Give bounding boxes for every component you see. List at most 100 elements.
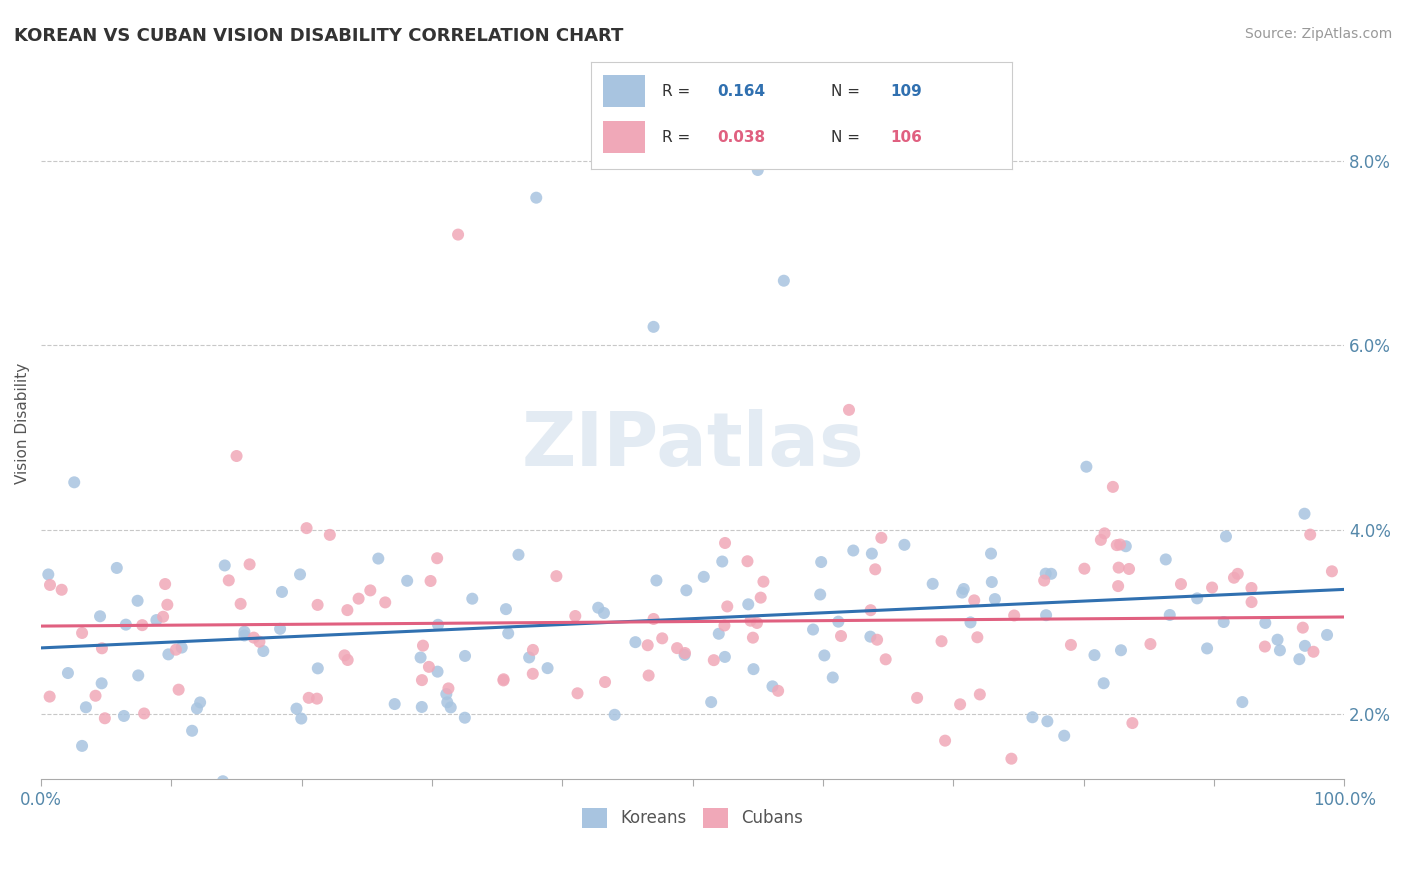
- Point: [1083, 779, 1105, 793]
- Point: [1212, 615, 1234, 629]
- Point: [454, 648, 477, 663]
- Point: [56, 666, 79, 681]
- Point: [249, 634, 271, 648]
- Point: [700, 695, 723, 709]
- Point: [1302, 645, 1324, 659]
- Y-axis label: Vision Disability: Vision Disability: [15, 363, 30, 484]
- Point: [1033, 574, 1056, 588]
- Point: [1002, 608, 1025, 623]
- Point: [536, 661, 558, 675]
- Point: [1267, 632, 1289, 647]
- Point: [1035, 608, 1057, 623]
- Point: [749, 591, 772, 605]
- Point: [212, 774, 235, 789]
- Point: [1040, 566, 1063, 581]
- Point: [411, 673, 433, 687]
- Point: [336, 603, 359, 617]
- Point: [742, 631, 765, 645]
- Point: [70, 626, 93, 640]
- Point: [1139, 637, 1161, 651]
- Point: [766, 683, 789, 698]
- Point: [307, 598, 329, 612]
- Point: [1240, 595, 1263, 609]
- Legend: Koreans, Cubans: Koreans, Cubans: [575, 801, 810, 835]
- Point: [105, 561, 128, 575]
- Point: [359, 583, 381, 598]
- Point: [713, 618, 735, 632]
- Point: [742, 662, 765, 676]
- Point: [1232, 695, 1254, 709]
- Point: [693, 570, 716, 584]
- Point: [752, 574, 775, 589]
- Point: [307, 661, 329, 675]
- Point: [714, 536, 737, 550]
- Point: [827, 615, 849, 629]
- Point: [1109, 537, 1132, 551]
- Point: [1053, 729, 1076, 743]
- Point: [214, 558, 236, 573]
- Point: [152, 609, 174, 624]
- Point: [508, 548, 530, 562]
- Point: [418, 660, 440, 674]
- Point: [1035, 566, 1057, 581]
- Point: [186, 701, 208, 715]
- Point: [1118, 562, 1140, 576]
- Point: [1121, 716, 1143, 731]
- Point: [949, 698, 972, 712]
- Text: R =: R =: [662, 130, 696, 145]
- Point: [546, 569, 568, 583]
- Point: [830, 629, 852, 643]
- Point: [711, 555, 734, 569]
- Point: [495, 602, 517, 616]
- Point: [666, 641, 689, 656]
- Point: [333, 648, 356, 663]
- Point: [707, 627, 730, 641]
- Point: [269, 622, 291, 636]
- Point: [38, 690, 60, 704]
- Point: [838, 403, 860, 417]
- Point: [90, 676, 112, 690]
- Point: [112, 709, 135, 723]
- Point: [94, 711, 117, 725]
- Point: [1076, 459, 1098, 474]
- Point: [51, 582, 73, 597]
- Point: [1201, 581, 1223, 595]
- Point: [950, 585, 973, 599]
- Point: [1226, 566, 1249, 581]
- Point: [131, 618, 153, 632]
- Point: [267, 813, 290, 827]
- Point: [1092, 676, 1115, 690]
- Point: [492, 673, 515, 687]
- Point: [1170, 577, 1192, 591]
- Point: [1292, 621, 1315, 635]
- Point: [225, 449, 247, 463]
- Point: [229, 597, 252, 611]
- Point: [437, 681, 460, 696]
- Point: [603, 707, 626, 722]
- Point: [454, 711, 477, 725]
- Point: [969, 688, 991, 702]
- Text: N =: N =: [831, 130, 865, 145]
- Point: [1021, 710, 1043, 724]
- Point: [218, 574, 240, 588]
- Point: [1060, 638, 1083, 652]
- Point: [747, 163, 769, 178]
- Point: [1316, 628, 1339, 642]
- FancyBboxPatch shape: [603, 121, 645, 153]
- Point: [980, 547, 1002, 561]
- Point: [384, 697, 406, 711]
- Point: [593, 675, 616, 690]
- Point: [1254, 615, 1277, 630]
- Text: KOREAN VS CUBAN VISION DISABILITY CORRELATION CHART: KOREAN VS CUBAN VISION DISABILITY CORREL…: [14, 27, 623, 45]
- Point: [567, 686, 589, 700]
- Point: [319, 528, 342, 542]
- Point: [866, 632, 889, 647]
- Point: [966, 630, 988, 644]
- Point: [347, 591, 370, 606]
- Point: [875, 652, 897, 666]
- Point: [1223, 571, 1246, 585]
- Point: [673, 648, 696, 662]
- Point: [1215, 529, 1237, 543]
- Point: [153, 577, 176, 591]
- Point: [1105, 538, 1128, 552]
